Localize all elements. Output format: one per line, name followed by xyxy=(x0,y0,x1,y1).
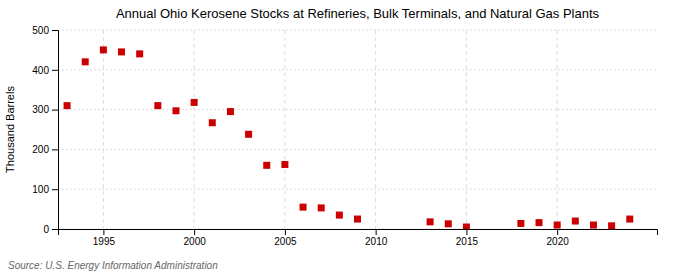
tick-label: 1995 xyxy=(93,236,116,247)
point xyxy=(517,220,524,227)
point xyxy=(82,58,89,65)
tick-label: 2000 xyxy=(184,236,207,247)
grid-line xyxy=(58,30,657,31)
tick-mark xyxy=(103,229,104,235)
grid-line xyxy=(375,30,376,229)
tick-mark xyxy=(52,30,58,31)
y-axis-title: Thousand Barrels xyxy=(4,86,16,173)
tick: 2000 xyxy=(184,229,207,247)
tick-mark xyxy=(52,149,58,150)
grid xyxy=(58,30,657,229)
point xyxy=(263,162,270,169)
axis-line xyxy=(52,31,59,230)
tick-mark xyxy=(376,229,377,235)
point xyxy=(64,102,71,109)
tick-label: 200 xyxy=(32,144,49,155)
grid-line xyxy=(58,149,657,150)
axis-line xyxy=(59,230,658,236)
tick: 100 xyxy=(32,184,58,195)
plot: 1995 2000 2005 2010 2015 2020 0 100 200 300 400 500 xyxy=(32,25,657,247)
grid-line xyxy=(284,30,285,229)
tick: 400 xyxy=(32,65,58,76)
tick-mark xyxy=(194,229,195,235)
point xyxy=(227,108,234,115)
tick: 1995 xyxy=(93,229,116,247)
source: Source: U.S. Energy Information Administ… xyxy=(8,260,218,271)
point xyxy=(554,222,561,229)
tick-label: 2010 xyxy=(365,236,388,247)
tick-mark xyxy=(52,189,58,190)
point xyxy=(463,224,470,229)
point xyxy=(100,46,107,53)
point xyxy=(626,216,633,223)
tick-label: 400 xyxy=(32,65,49,76)
grid-line xyxy=(466,30,467,229)
tick: 2020 xyxy=(547,229,570,247)
tick: 300 xyxy=(32,104,58,115)
x-axis: 1995 2000 2005 2010 2015 2020 xyxy=(59,229,658,247)
tick-mark xyxy=(466,229,467,235)
tick: 0 xyxy=(43,224,58,235)
point xyxy=(245,131,252,138)
point xyxy=(191,99,198,106)
point xyxy=(427,218,434,225)
tick-label: 0 xyxy=(43,224,49,235)
point xyxy=(336,212,343,219)
tick-mark xyxy=(557,229,558,235)
tick-mark xyxy=(52,110,58,111)
point xyxy=(209,119,216,126)
point xyxy=(608,222,615,229)
grid-line xyxy=(103,30,104,229)
point xyxy=(445,220,452,227)
chart: 1995 2000 2005 2010 2015 2020 0 100 200 300 400 500… xyxy=(0,0,675,275)
tick: 2010 xyxy=(365,229,388,247)
point xyxy=(590,222,597,229)
tick-mark xyxy=(52,70,58,71)
tick-label: 2020 xyxy=(547,236,570,247)
point xyxy=(118,48,125,55)
tick-label: 500 xyxy=(32,25,49,36)
tick: 200 xyxy=(32,144,58,155)
point xyxy=(536,219,543,226)
tick-label: 2005 xyxy=(274,236,297,247)
point xyxy=(572,218,579,225)
tick: 2005 xyxy=(274,229,297,247)
grid-line xyxy=(194,30,195,229)
tick: 2015 xyxy=(456,229,479,247)
grid-line xyxy=(58,109,657,110)
tick-mark xyxy=(52,229,58,230)
point xyxy=(354,216,361,223)
points xyxy=(64,46,634,229)
grid-line xyxy=(557,30,558,229)
point xyxy=(281,161,288,168)
title: Annual Ohio Kerosene Stocks at Refinerie… xyxy=(116,6,600,21)
tick-label: 100 xyxy=(32,184,49,195)
tick-label: 300 xyxy=(32,104,49,115)
tick: 500 xyxy=(32,25,58,36)
grid-line xyxy=(58,69,657,70)
point xyxy=(136,50,143,57)
tick-mark xyxy=(285,229,286,235)
tick-label: 2015 xyxy=(456,236,479,247)
point xyxy=(154,102,161,109)
point xyxy=(172,107,179,114)
grid-line xyxy=(58,189,657,190)
y-axis: 0 100 200 300 400 500 xyxy=(32,25,58,235)
point xyxy=(318,204,325,211)
point xyxy=(300,204,307,211)
